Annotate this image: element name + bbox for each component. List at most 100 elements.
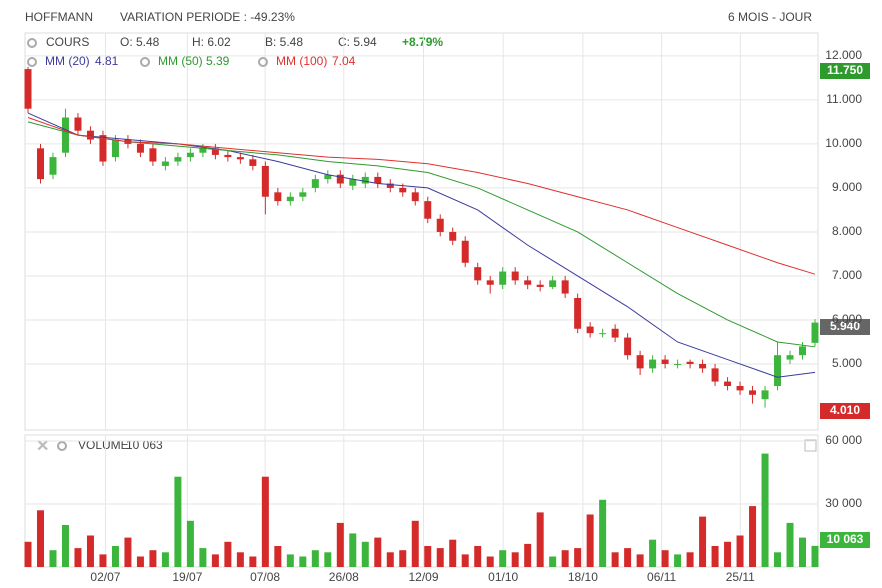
volume-bar: [749, 506, 757, 567]
candle-body: [24, 69, 32, 109]
y-tick-label: 11.000: [826, 92, 862, 106]
candle-body: [561, 280, 569, 294]
candle-body: [574, 297, 582, 329]
volume-bar: [174, 476, 182, 567]
candle-body: [624, 337, 632, 356]
candle-body: [149, 148, 157, 162]
candle-body: [536, 284, 544, 287]
candle-body: [399, 187, 407, 193]
volume-bar: [449, 539, 457, 567]
low-tag: 4.010: [830, 403, 860, 417]
volume-bar: [474, 546, 482, 567]
volume-bar: [261, 476, 269, 567]
volume-bar: [786, 522, 794, 567]
volume-bar: [524, 543, 532, 567]
volume-bar: [599, 499, 607, 567]
candle-body: [736, 385, 744, 391]
volume-bar: [736, 535, 744, 567]
x-tick-label: 26/08: [329, 570, 359, 584]
candle-body: [699, 363, 707, 369]
chart-title: HOFFMANN: [25, 10, 93, 24]
candle-body: [649, 359, 657, 369]
tag-box: [820, 63, 870, 79]
close-icon[interactable]: ✕: [36, 438, 49, 455]
y-tick-label: 9.000: [832, 180, 862, 194]
candle-body: [461, 240, 469, 263]
gear-icon[interactable]: [140, 57, 150, 67]
gear-icon[interactable]: [258, 57, 268, 67]
volume-bar: [486, 556, 494, 567]
candle-body: [499, 271, 507, 285]
candle-body: [511, 271, 519, 281]
candle-body: [349, 179, 357, 186]
volume-bar: [286, 554, 294, 567]
candle-body: [774, 355, 782, 386]
candle-body: [111, 139, 119, 158]
volume-bar: [61, 525, 69, 567]
candle-body: [424, 201, 432, 219]
candle-body: [261, 165, 269, 197]
legend-change: +8.79%: [402, 35, 443, 49]
volume-bar: [211, 554, 219, 567]
tag-box: [820, 532, 870, 548]
candle-body: [274, 192, 282, 202]
gear-icon[interactable]: [27, 57, 37, 67]
volume-bar: [724, 541, 732, 567]
volume-bar: [511, 552, 519, 567]
price-tags: 11.750 5.940 4.010 10 063: [820, 63, 870, 548]
moving-average: [27, 121, 816, 348]
legend-value: 5.39: [206, 54, 230, 68]
volume-tag: 10 063: [827, 532, 864, 546]
y-tick-label: 8.000: [832, 224, 862, 238]
tag-box: [820, 403, 870, 419]
candle-body: [224, 154, 232, 158]
moving-average: [27, 117, 816, 275]
candle-body: [411, 192, 419, 202]
candle-body: [711, 368, 719, 382]
volume-bar: [686, 552, 694, 567]
gear-icon[interactable]: [57, 441, 67, 451]
volume-bar: [386, 552, 394, 567]
candle-body: [299, 192, 307, 197]
vol-tick-label: 30 000: [825, 496, 862, 510]
x-tick-label: 12/09: [408, 570, 438, 584]
legend-name: MM (100): [276, 54, 327, 68]
legend-cours: COURS: [46, 35, 89, 49]
volume-bar: [111, 546, 119, 567]
candle-body: [336, 174, 344, 184]
volume-bar: [561, 550, 569, 567]
candle-body: [286, 196, 294, 202]
candle-body: [249, 159, 257, 166]
volume-bar: [311, 550, 319, 567]
period[interactable]: 6 MOIS - JOUR: [728, 10, 812, 24]
volume-bar: [199, 548, 207, 567]
volume-bar: [761, 453, 769, 567]
candle-body: [661, 359, 669, 364]
candle-body: [599, 333, 607, 335]
volume-bar: [699, 516, 707, 567]
gear-icon[interactable]: [27, 38, 37, 48]
candle-body: [524, 280, 532, 285]
legend-value: 4.81: [95, 54, 119, 68]
legend-name: MM (50): [158, 54, 203, 68]
volume-bar: [249, 556, 257, 567]
y-tick-label: 5.000: [832, 356, 862, 370]
volume-bar: [636, 554, 644, 567]
volume-bar: [236, 552, 244, 567]
checkbox[interactable]: [804, 439, 817, 452]
volume-bar: [624, 548, 632, 567]
volume-bar: [611, 552, 619, 567]
candle-body: [449, 231, 457, 241]
candle-body: [611, 328, 619, 338]
candle-body: [811, 322, 819, 343]
candle-body: [724, 381, 732, 386]
y-tick-label: 12.000: [825, 48, 862, 62]
x-tick-label: 06/11: [647, 570, 676, 584]
volume-bar: [324, 552, 332, 567]
legend-open: O: 5.48: [120, 35, 160, 49]
legend-low: B: 5.48: [265, 35, 303, 49]
volume-bar: [674, 554, 682, 567]
candle-body: [161, 161, 169, 166]
volume-bar: [774, 552, 782, 567]
candle-body: [761, 390, 769, 400]
